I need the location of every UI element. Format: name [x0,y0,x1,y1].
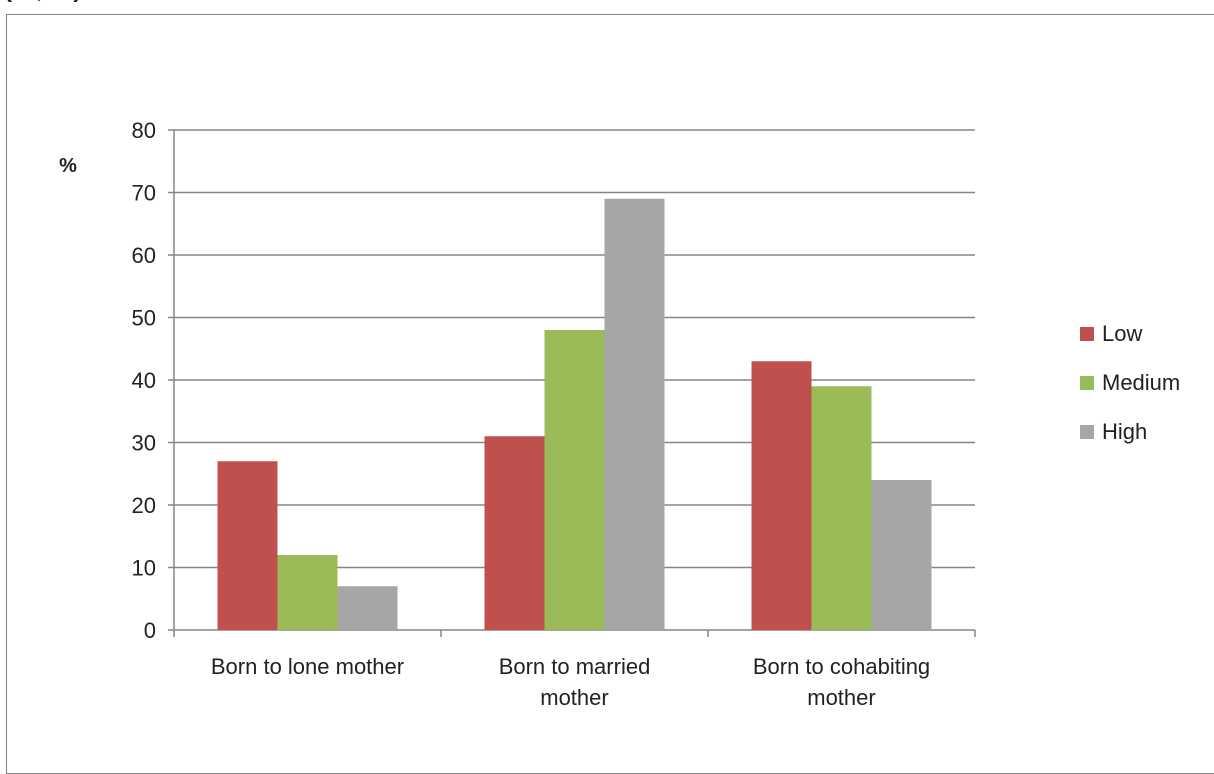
chart-caption: (…, …) [4,0,81,4]
y-tick-label: 10 [132,556,156,581]
bar-high [871,480,932,630]
y-tick-label: 40 [132,368,156,393]
x-tick-label: Born to lone mother [211,654,404,679]
legend-label: High [1102,419,1147,444]
y-tick-label: 80 [132,118,156,143]
y-tick-label: 30 [132,431,156,456]
y-tick-label: 0 [144,618,156,643]
bar-chart: 0 10 20 30 40 50 60 70 80% Born to lone mother Bor… [59,118,1180,710]
legend-swatch [1080,327,1094,341]
y-tick-label: 60 [132,243,156,268]
bar-high [337,586,398,630]
axis-labels: 0 10 20 30 40 50 60 70 80% Born to lone mother Bor… [59,118,930,710]
bar-medium [277,555,338,630]
legend-label: Medium [1102,370,1180,395]
x-tick-label: Born to cohabiting [753,654,930,679]
legend-swatch [1080,425,1094,439]
y-axis-label: % [59,155,77,177]
bar-low [217,461,278,630]
x-tick-label: mother [807,685,875,710]
bar-low [484,436,545,630]
legend-swatch [1080,376,1094,390]
legend-label: Low [1102,321,1142,346]
x-tick-label: mother [540,685,608,710]
bar-medium [811,386,872,630]
bars [217,198,932,630]
y-tick-label: 20 [132,493,156,518]
bar-low [751,361,812,630]
legend: Low Medium High [1080,321,1180,444]
y-tick-label: 70 [132,181,156,206]
bar-high [604,198,665,630]
bar-medium [544,330,605,630]
x-tick-label: Born to married [499,654,651,679]
y-tick-label: 50 [132,306,156,331]
